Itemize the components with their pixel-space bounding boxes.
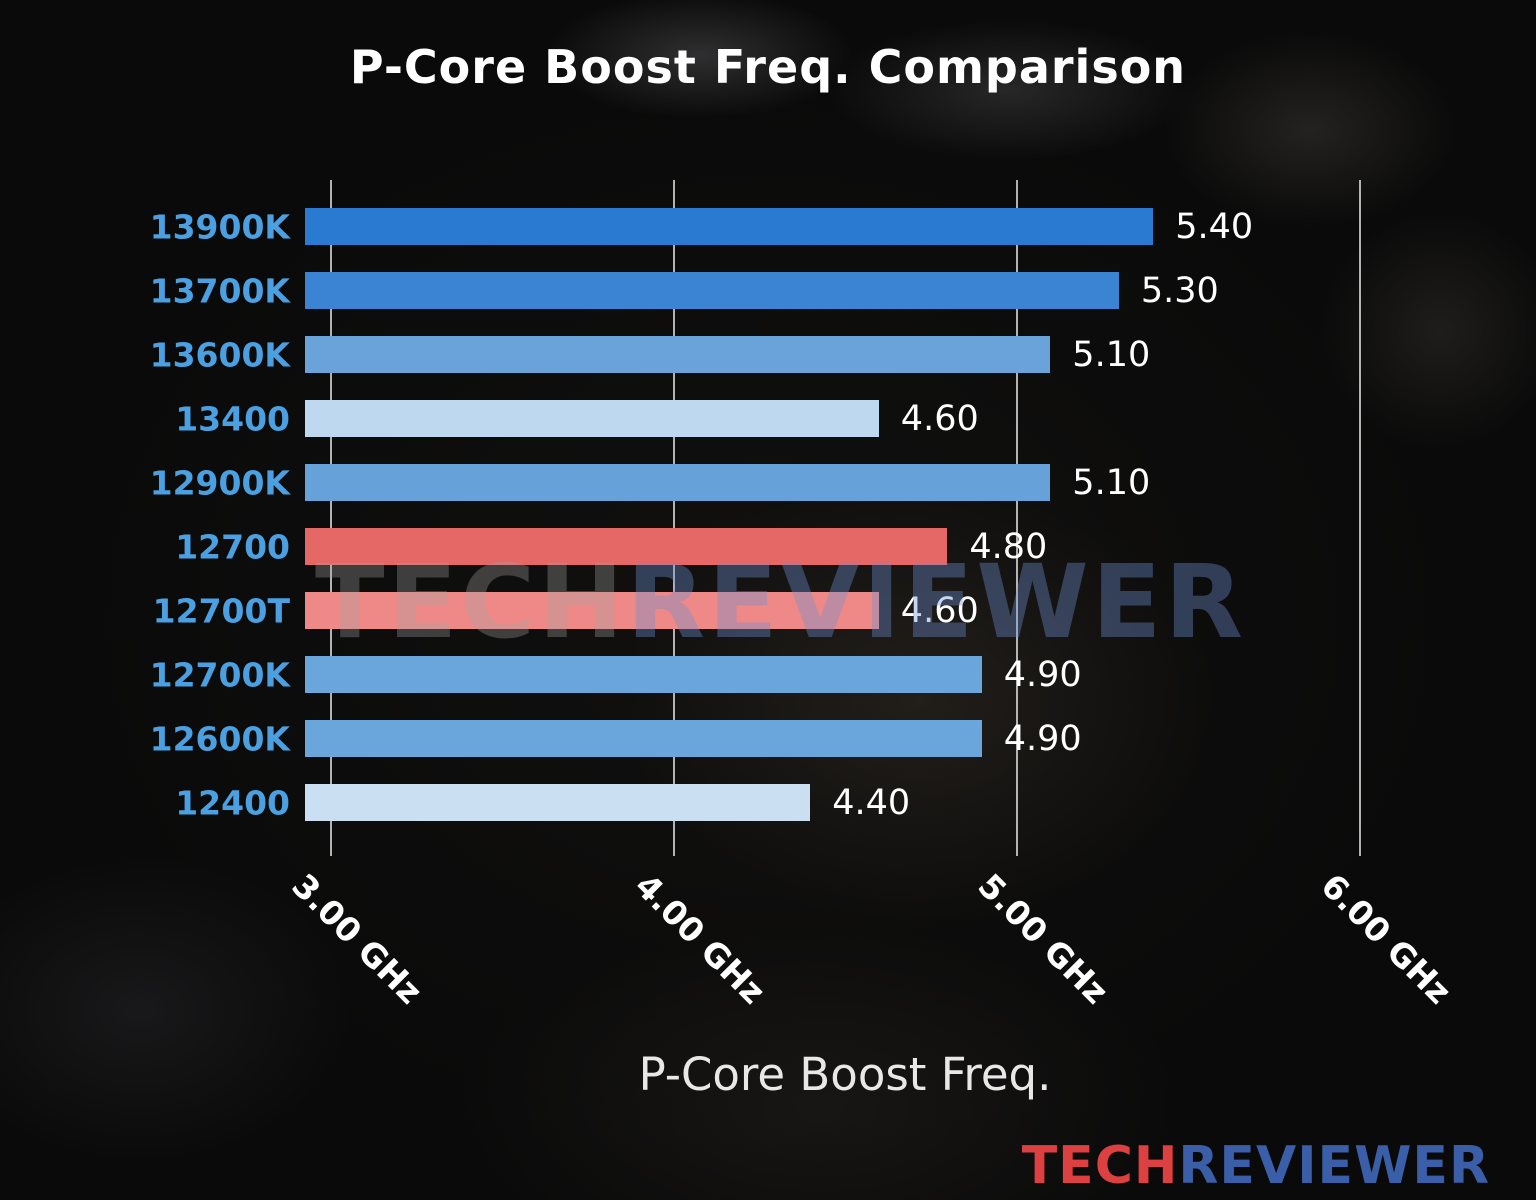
category-label-13700K: 13700K bbox=[149, 271, 290, 310]
category-label-13600K: 13600K bbox=[149, 335, 290, 374]
watermark-reviewer: REVIEWER bbox=[626, 543, 1246, 662]
watermark-tech: TECH bbox=[315, 543, 627, 662]
category-label-12700T: 12700T bbox=[152, 591, 290, 630]
category-label-12700K: 12700K bbox=[149, 655, 290, 694]
category-label-12400: 12400 bbox=[175, 783, 290, 822]
value-label-12900K: 5.10 bbox=[1072, 462, 1151, 503]
value-label-12700T: 4.60 bbox=[900, 590, 979, 631]
logo-reviewer-text: REVIEWER bbox=[1178, 1136, 1490, 1196]
bar-12600K bbox=[305, 720, 982, 757]
x-axis-title: P-Core Boost Freq. bbox=[638, 1048, 1052, 1101]
category-label-13900K: 13900K bbox=[149, 207, 290, 246]
value-label-12700K: 4.90 bbox=[1003, 654, 1082, 695]
value-label-13700K: 5.30 bbox=[1140, 270, 1219, 311]
gridline-3 bbox=[330, 180, 332, 856]
gridline-4 bbox=[673, 180, 675, 856]
category-label-12600K: 12600K bbox=[149, 719, 290, 758]
value-label-13400: 4.60 bbox=[900, 398, 979, 439]
bar-12900K bbox=[305, 464, 1051, 501]
x-tick-label: 4.00 GHz bbox=[627, 866, 773, 1012]
value-label-13900K: 5.40 bbox=[1175, 206, 1254, 247]
logo-tech-text: TECH bbox=[1021, 1136, 1179, 1196]
bar-12700K bbox=[305, 656, 982, 693]
gridline-5 bbox=[1016, 180, 1018, 856]
brand-logo: TECHREVIEWER bbox=[1022, 1140, 1490, 1192]
bar-13400 bbox=[305, 400, 879, 437]
bar-12400 bbox=[305, 784, 811, 821]
value-label-12700: 4.80 bbox=[969, 526, 1048, 567]
gridline-6 bbox=[1359, 180, 1361, 856]
x-tick-label: 6.00 GHz bbox=[1313, 866, 1459, 1012]
x-tick-label: 3.00 GHz bbox=[284, 866, 430, 1012]
bar-13700K bbox=[305, 272, 1119, 309]
bar-13600K bbox=[305, 336, 1051, 373]
bar-13900K bbox=[305, 208, 1154, 245]
category-label-12700: 12700 bbox=[175, 527, 290, 566]
value-label-13600K: 5.10 bbox=[1072, 334, 1151, 375]
watermark: TECHREVIEWER bbox=[315, 552, 1246, 654]
bar-12700 bbox=[305, 528, 948, 565]
bar-12700T bbox=[305, 592, 879, 629]
category-label-13400: 13400 bbox=[175, 399, 290, 438]
value-label-12400: 4.40 bbox=[832, 782, 911, 823]
category-label-12900K: 12900K bbox=[149, 463, 290, 502]
x-tick-label: 5.00 GHz bbox=[970, 866, 1116, 1012]
chart-title: P-Core Boost Freq. Comparison bbox=[349, 40, 1187, 94]
value-label-12600K: 4.90 bbox=[1003, 718, 1082, 759]
